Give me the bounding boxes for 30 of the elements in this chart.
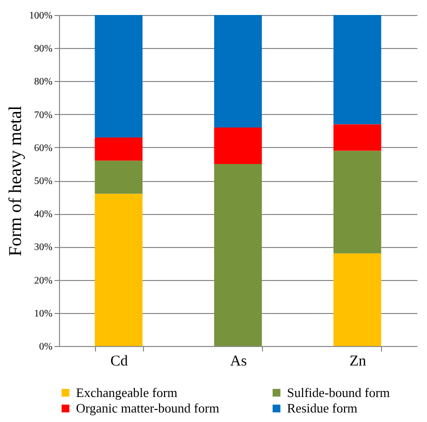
y-tick-label: 60% <box>34 142 52 154</box>
y-tick-label: 0% <box>39 342 52 352</box>
bar <box>333 15 382 124</box>
y-tick-label: 50% <box>34 176 52 187</box>
bar <box>94 160 143 194</box>
y-axis-title: Form of heavy metal <box>5 106 26 256</box>
y-tick-label: 80% <box>34 76 52 88</box>
x-tick-label: Zn <box>349 354 367 370</box>
legend-label: Exchangeable form <box>76 384 178 400</box>
x-tick-label: Cd <box>110 354 128 370</box>
y-tick-label: 40% <box>34 209 52 220</box>
legend-label: Sulfide-bound form <box>287 384 390 400</box>
bar <box>94 15 143 138</box>
y-tick-label: 30% <box>34 242 52 254</box>
y-tick-label: 20% <box>34 275 52 286</box>
y-tick-label: 90% <box>34 44 52 55</box>
bar <box>333 253 382 346</box>
y-tick-label: 10% <box>34 308 52 320</box>
bar <box>333 124 382 151</box>
y-tick-label: 100% <box>29 10 52 22</box>
legend-label: Residue form <box>287 400 358 416</box>
bar <box>94 137 143 161</box>
bar <box>214 128 262 164</box>
x-tick-label: As <box>230 354 247 370</box>
y-tick-label: 70% <box>34 110 52 121</box>
bar <box>214 164 262 346</box>
bar <box>94 194 143 346</box>
bar <box>333 150 382 254</box>
legend-label: Organic matter-bound form <box>76 400 220 416</box>
bar <box>214 15 262 128</box>
